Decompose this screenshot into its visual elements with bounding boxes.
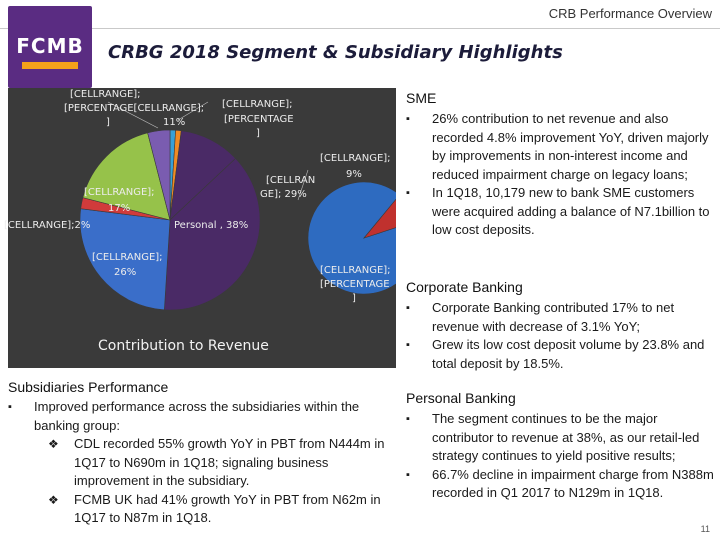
- label-mid-2: GE]; 29%: [260, 189, 307, 200]
- square-bullet-icon: ▪: [406, 413, 410, 425]
- label-top-c: ]: [106, 117, 110, 128]
- label-top-d: 11%: [163, 117, 186, 128]
- subsidiaries-heading: Subsidiaries Performance: [8, 379, 169, 395]
- list-item: ▪ The segment continues to be the major c…: [406, 410, 718, 466]
- corporate-heading: Corporate Banking: [406, 279, 523, 295]
- list-item: ▪ 66.7% decline in impairment charge from…: [406, 466, 718, 503]
- leader-line: [177, 101, 209, 121]
- subsidiary-sub-bullet-text: FCMB UK had 41% growth YoY in PBT from N…: [74, 491, 381, 526]
- breakout-pie-group: [307, 181, 396, 295]
- label-breakout-bottom-1: [CELLRANGE];: [320, 265, 391, 276]
- logo-text: FCMB: [16, 34, 84, 58]
- square-bullet-icon: ▪: [406, 187, 410, 199]
- logo-bar: [22, 62, 78, 69]
- list-item: ▪ In 1Q18, 10,179 new to bank SME custome…: [406, 184, 718, 240]
- breakout-slice-highlighted: [363, 198, 396, 239]
- page-title: CRBG 2018 Segment & Subsidiary Highlight…: [108, 42, 563, 63]
- label-top-f: [PERCENTAGE: [224, 114, 294, 125]
- header-title: CRB Performance Overview: [548, 6, 712, 21]
- label-corporate-2: 17%: [108, 203, 131, 214]
- list-item: ▪ Improved performance across the subsidi…: [8, 398, 403, 435]
- corporate-bullet-text: Corporate Banking contributed 17% to net…: [432, 300, 675, 334]
- label-sme-1: [CELLRANGE];: [92, 252, 163, 263]
- label-top-g: ]: [256, 128, 260, 139]
- corporate-bullet-text: Grew its low cost deposit volume by 23.8…: [432, 337, 705, 371]
- main-pie-group: [79, 129, 261, 311]
- square-bullet-icon: ▪: [8, 401, 12, 413]
- list-item: ▪ Corporate Banking contributed 17% to ne…: [406, 299, 718, 336]
- top-bar: CRB Performance Overview: [0, 0, 720, 29]
- subsidiaries-bullet-text: Improved performance across the subsidia…: [34, 399, 360, 433]
- diamond-bullet-icon: ❖: [48, 492, 59, 507]
- subsidiary-sub-bullet-text: CDL recorded 55% growth YoY in PBT from …: [74, 436, 385, 488]
- leader-line: [297, 169, 309, 201]
- subsidiaries-section: ▪ Improved performance across the subsidi…: [8, 398, 403, 528]
- leader-lines: [107, 101, 309, 201]
- pie-slice-other-2: [147, 129, 171, 221]
- label-top-e: [CELLRANGE];: [222, 99, 293, 110]
- square-bullet-icon: ▪: [406, 113, 410, 125]
- label-breakout-bottom-3: ]: [352, 293, 356, 304]
- sme-bullet-list: ▪ 26% contribution to net revenue and als…: [406, 110, 718, 240]
- revenue-pie-chart: [79, 101, 396, 311]
- label-top-a: [CELLRANGE];: [70, 89, 141, 100]
- leader-line: [107, 101, 159, 129]
- label-breakout-top-2: 9%: [346, 169, 362, 180]
- square-bullet-icon: ▪: [406, 339, 410, 351]
- list-item: ❖ FCMB UK had 41% growth YoY in PBT from …: [48, 491, 403, 528]
- label-sme-2: 26%: [114, 267, 137, 278]
- subsidiaries-bullet-list: ▪ Improved performance across the subsidi…: [8, 398, 403, 435]
- personal-bullet-text: 66.7% decline in impairment charge from …: [432, 466, 714, 501]
- label-corporate-1: [CELLRANGE];: [84, 187, 155, 198]
- pie-slice-sme: [79, 208, 171, 311]
- revenue-chart-panel: [CELLRANGE]; [PERCENTAGE[CELLRANGE]; ] 1…: [4, 88, 396, 368]
- personal-bullet-list: ▪ The segment continues to be the major c…: [406, 410, 718, 503]
- diamond-bullet-icon: ❖: [48, 437, 59, 451]
- square-bullet-icon: ▪: [406, 302, 410, 314]
- list-item: ▪ Grew its low cost deposit volume by 23.…: [406, 336, 718, 373]
- label-small-slice: [CELLRANGE];2%: [4, 220, 91, 231]
- label-personal: Personal , 38%: [174, 220, 249, 231]
- label-breakout-top-1: [CELLRANGE];: [320, 153, 391, 164]
- sme-bullet-text: In 1Q18, 10,179 new to bank SME customer…: [432, 185, 710, 237]
- corporate-bullet-list: ▪ Corporate Banking contributed 17% to ne…: [406, 299, 718, 373]
- label-mid-1: [CELLRAN: [266, 175, 316, 186]
- list-item: ❖ CDL recorded 55% growth YoY in PBT from…: [48, 435, 403, 491]
- label-breakout-bottom-2: [PERCENTAGE: [320, 279, 390, 290]
- breakout-slice-main: [307, 181, 396, 295]
- square-bullet-icon: ▪: [406, 468, 410, 481]
- sme-heading: SME: [406, 90, 437, 106]
- list-item: ▪ 26% contribution to net revenue and als…: [406, 110, 718, 184]
- label-top-b: [PERCENTAGE[CELLRANGE];: [64, 103, 205, 114]
- personal-heading: Personal Banking: [406, 390, 516, 406]
- chart-caption: Contribution to Revenue: [98, 338, 269, 354]
- personal-bullet-text: The segment continues to be the major co…: [432, 411, 700, 463]
- sme-bullet-text: 26% contribution to net revenue and also…: [432, 111, 709, 182]
- fcmb-logo: FCMB: [8, 6, 92, 88]
- page-number: 11: [700, 524, 710, 534]
- subsidiaries-sub-list: ❖ CDL recorded 55% growth YoY in PBT from…: [8, 435, 403, 528]
- pie-slice-corporate-banking: [82, 132, 171, 221]
- pie-slice-personal: [164, 157, 261, 311]
